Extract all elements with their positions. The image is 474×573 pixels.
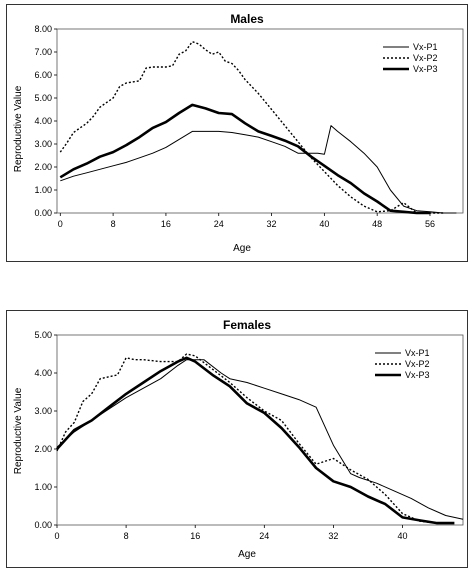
legend-label: Vx-P2 [405, 359, 430, 369]
y-tick-label: 1.00 [34, 482, 52, 492]
y-tick-label: 2.00 [34, 162, 52, 172]
y-tick-label: 8.00 [34, 24, 52, 34]
y-tick-label: 3.00 [34, 406, 52, 416]
y-tick-label: 1.00 [34, 185, 52, 195]
legend-label: Vx-P3 [405, 370, 430, 380]
x-tick-label: 32 [267, 219, 277, 229]
series-line-vx-p1 [56, 359, 464, 520]
y-tick-label: 5.00 [34, 330, 52, 340]
x-tick-label: 0 [54, 531, 59, 541]
x-tick-label: 40 [319, 219, 329, 229]
x-axis-label: Age [233, 243, 251, 254]
y-axis-label: Reproductive Value [13, 85, 24, 172]
x-tick-label: 8 [124, 531, 129, 541]
series-line-vx-p2 [56, 353, 455, 524]
x-tick-label: 8 [111, 219, 116, 229]
y-tick-label: 2.00 [34, 444, 52, 454]
y-axis-label: Reproductive Value [13, 387, 24, 474]
females-chart: Females Age Reproductive Value 0.00 1.00 2… [13, 318, 464, 560]
y-tick-label: 0.00 [34, 520, 52, 530]
x-tick-label: 16 [161, 219, 171, 229]
series-line-vx-p3 [56, 356, 455, 525]
plot-area [56, 334, 464, 526]
x-tick-label: 24 [259, 531, 269, 541]
plot-area [56, 28, 464, 214]
males-chart: Males Age Reproductive Value 0.00 1.00 2.0… [13, 12, 464, 254]
chart-title: Females [223, 318, 271, 332]
legend-label: Vx-P2 [413, 53, 438, 63]
y-tick-label: 3.00 [34, 139, 52, 149]
y-tick-label: 5.00 [34, 93, 52, 103]
legend-label: Vx-P1 [413, 42, 438, 52]
series-line-vx-p3 [59, 103, 430, 215]
y-tick-label: 6.00 [34, 70, 52, 80]
series-line-vx-p2 [59, 41, 444, 214]
x-tick-label: 40 [398, 531, 408, 541]
x-tick-label: 32 [328, 531, 338, 541]
y-tick-label: 4.00 [34, 116, 52, 126]
chart-title: Males [230, 12, 264, 26]
x-tick-label: 16 [190, 531, 200, 541]
y-tick-label: 7.00 [34, 47, 52, 57]
females-chart-panel: Females Age Reproductive Value 0.00 1.00 2… [6, 310, 468, 568]
legend-label: Vx-P3 [413, 64, 438, 74]
males-chart-panel: Males Age Reproductive Value 0.00 1.00 2.0… [6, 4, 468, 262]
y-tick-label: 4.00 [34, 368, 52, 378]
x-tick-label: 24 [214, 219, 224, 229]
x-axis-label: Age [238, 549, 256, 560]
series-line-vx-p1 [60, 125, 457, 214]
y-tick-label: 0.00 [34, 208, 52, 218]
x-tick-label: 48 [372, 219, 382, 229]
legend-label: Vx-P1 [405, 348, 430, 358]
x-tick-label: 56 [425, 219, 435, 229]
x-tick-label: 0 [58, 219, 63, 229]
